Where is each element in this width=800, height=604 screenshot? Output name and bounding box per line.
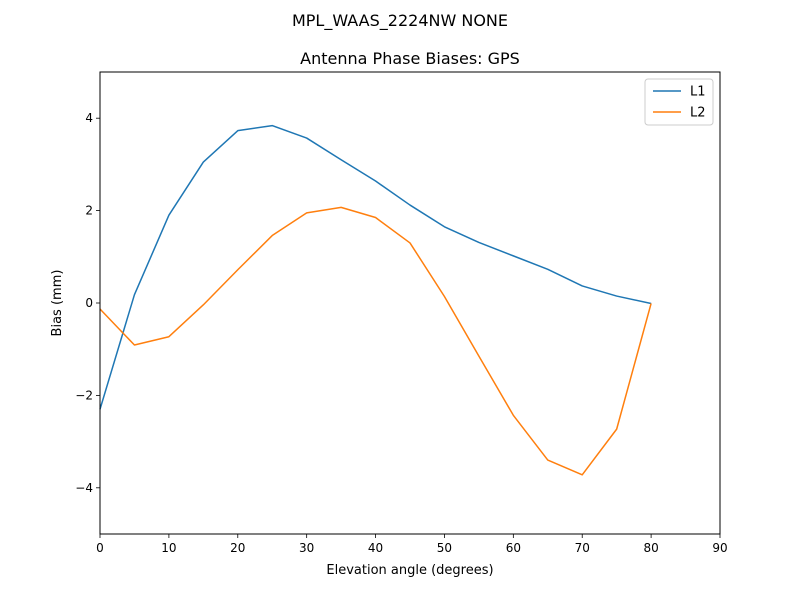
legend-label-l1: L1 (690, 85, 706, 100)
x-tick-label: 70 (575, 541, 590, 555)
x-tick-label: 60 (506, 541, 521, 555)
chart-title: Antenna Phase Biases: GPS (300, 49, 520, 68)
x-tick-label: 10 (161, 541, 176, 555)
x-tick-label: 0 (96, 541, 104, 555)
x-tick-label: 30 (299, 541, 314, 555)
x-tick-label: 50 (437, 541, 452, 555)
x-tick-label: 20 (230, 541, 245, 555)
x-tick-label: 40 (368, 541, 383, 555)
y-tick-label: 4 (85, 111, 93, 125)
x-tick-label: 90 (712, 541, 727, 555)
legend-label-l2: L2 (690, 106, 706, 121)
y-axis-label: Bias (mm) (50, 270, 65, 337)
y-tick-label: 0 (85, 296, 93, 310)
y-tick-label: −2 (75, 388, 93, 402)
y-tick-label: −4 (75, 481, 93, 495)
x-tick-label: 80 (643, 541, 658, 555)
plot-area: 0 10 20 30 40 50 60 70 80 90 −4 −2 0 2 4 (75, 71, 728, 555)
series-line-l1 (99, 124, 652, 410)
y-tick-label: 2 (85, 204, 93, 218)
series-line-l2 (99, 206, 652, 476)
x-axis-label: Elevation angle (degrees) (326, 563, 493, 578)
figure-title: MPL_WAAS_2224NW NONE (292, 11, 508, 31)
